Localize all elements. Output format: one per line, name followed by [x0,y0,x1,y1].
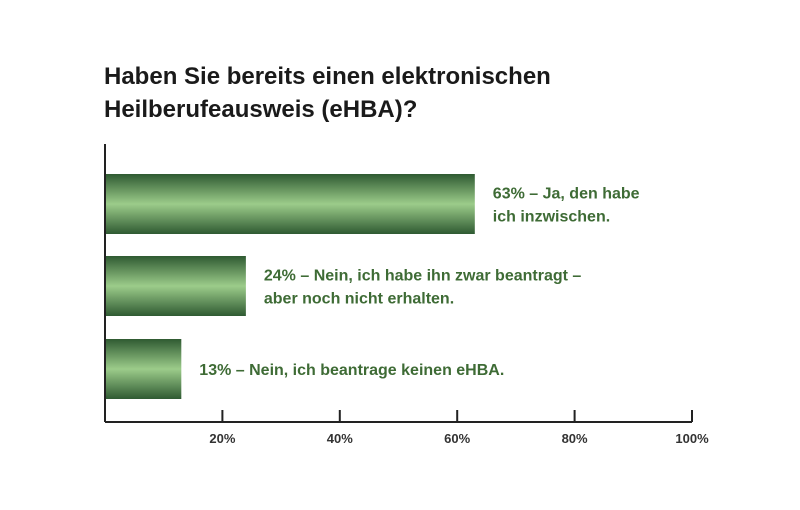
bar-label-3: 13% – Nein, ich beantrage keinen eHBA. [199,362,504,379]
chart-title-line-2: Heilberufeausweis (eHBA)? [104,96,417,123]
bar-label-2: 24% – Nein, ich habe ihn zwar beantragt … [264,268,582,308]
bar-label-1: 63% – Ja, den habe ich inzwischen. [493,186,640,226]
bar-1 [105,174,475,234]
x-tick-label-80: 80% [562,431,588,446]
bar-label-3-line-1: 13% – Nein, ich beantrage keinen eHBA. [199,362,504,379]
x-tick-label-100: 100% [675,431,709,446]
x-axis-ticks: 20% 40% 60% 80% 100% [209,410,709,446]
x-tick-label-60: 60% [444,431,470,446]
bar-2 [105,256,246,316]
chart-title: Haben Sie bereits einen elektronischen H… [104,63,551,123]
bar-label-2-line-1: 24% – Nein, ich habe ihn zwar beantragt … [264,268,582,285]
x-tick-label-20: 20% [209,431,235,446]
chart-title-line-1: Haben Sie bereits einen elektronischen [104,63,551,90]
bar-label-group: 63% – Ja, den habe ich inzwischen. 24% – N… [199,186,639,380]
axes [104,144,692,423]
bar-label-1-line-2: ich inzwischen. [493,209,610,226]
bar-3 [105,339,182,399]
bar-label-2-line-2: aber noch nicht erhalten. [264,291,454,308]
x-tick-label-40: 40% [327,431,353,446]
bar-label-1-line-1: 63% – Ja, den habe [493,186,640,203]
bar-group [105,174,475,399]
